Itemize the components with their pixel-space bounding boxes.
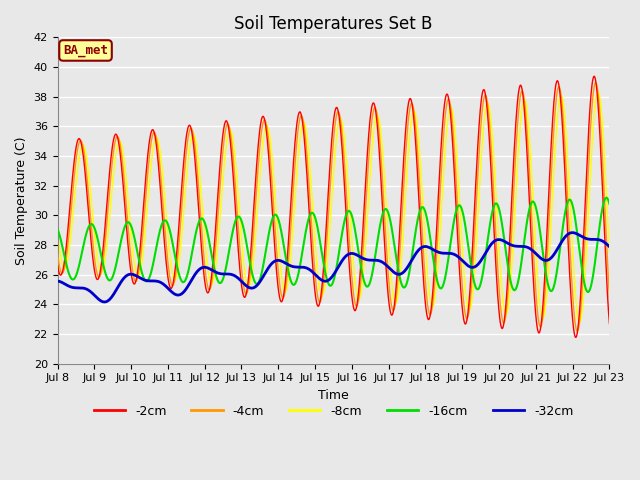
Line: -16cm: -16cm — [58, 198, 609, 292]
-2cm — [279, 297, 287, 302]
Line: -4cm: -4cm — [58, 83, 609, 331]
-32cm — [54, 278, 61, 284]
-2cm — [431, 268, 438, 274]
-4cm — [172, 274, 179, 280]
Title: Soil Temperatures Set B: Soil Temperatures Set B — [234, 15, 433, 33]
-4cm — [282, 287, 289, 293]
-4cm — [54, 251, 61, 257]
-16cm — [279, 236, 287, 242]
-8cm — [595, 89, 602, 95]
-16cm — [431, 263, 438, 268]
-2cm — [85, 216, 93, 222]
-8cm — [605, 250, 613, 256]
Legend: -2cm, -4cm, -8cm, -16cm, -32cm: -2cm, -4cm, -8cm, -16cm, -32cm — [89, 400, 579, 423]
-8cm — [172, 277, 179, 283]
-8cm — [576, 320, 584, 325]
-16cm — [85, 223, 93, 229]
-16cm — [605, 201, 613, 207]
-4cm — [85, 198, 93, 204]
-2cm — [282, 277, 289, 283]
-8cm — [54, 228, 61, 234]
-32cm — [260, 272, 268, 277]
-32cm — [431, 248, 438, 253]
-8cm — [279, 281, 287, 287]
-2cm — [54, 263, 61, 269]
-2cm — [605, 321, 613, 326]
-2cm — [590, 73, 598, 79]
-32cm — [282, 261, 290, 266]
-8cm — [431, 299, 438, 305]
-8cm — [85, 175, 93, 181]
-32cm — [605, 244, 613, 250]
Line: -2cm: -2cm — [58, 76, 609, 337]
X-axis label: Time: Time — [318, 389, 349, 402]
-8cm — [282, 289, 289, 295]
-16cm — [54, 227, 61, 232]
-4cm — [431, 286, 438, 292]
-4cm — [605, 295, 613, 300]
Line: -32cm: -32cm — [58, 233, 609, 302]
-4cm — [260, 118, 268, 123]
-4cm — [279, 295, 287, 301]
Text: BA_met: BA_met — [63, 44, 108, 57]
-32cm — [172, 292, 179, 298]
-4cm — [573, 328, 581, 334]
-2cm — [172, 264, 179, 270]
-16cm — [584, 289, 592, 295]
Line: -8cm: -8cm — [58, 92, 609, 323]
-32cm — [100, 299, 108, 305]
Y-axis label: Soil Temperature (C): Soil Temperature (C) — [15, 136, 28, 265]
-2cm — [572, 335, 580, 340]
-16cm — [172, 255, 179, 261]
-32cm — [85, 288, 93, 293]
-32cm — [568, 230, 576, 236]
-2cm — [260, 115, 268, 120]
-16cm — [282, 253, 289, 259]
-16cm — [602, 195, 610, 201]
-32cm — [279, 259, 287, 264]
-4cm — [592, 80, 600, 85]
-16cm — [260, 259, 268, 264]
-8cm — [260, 132, 268, 138]
